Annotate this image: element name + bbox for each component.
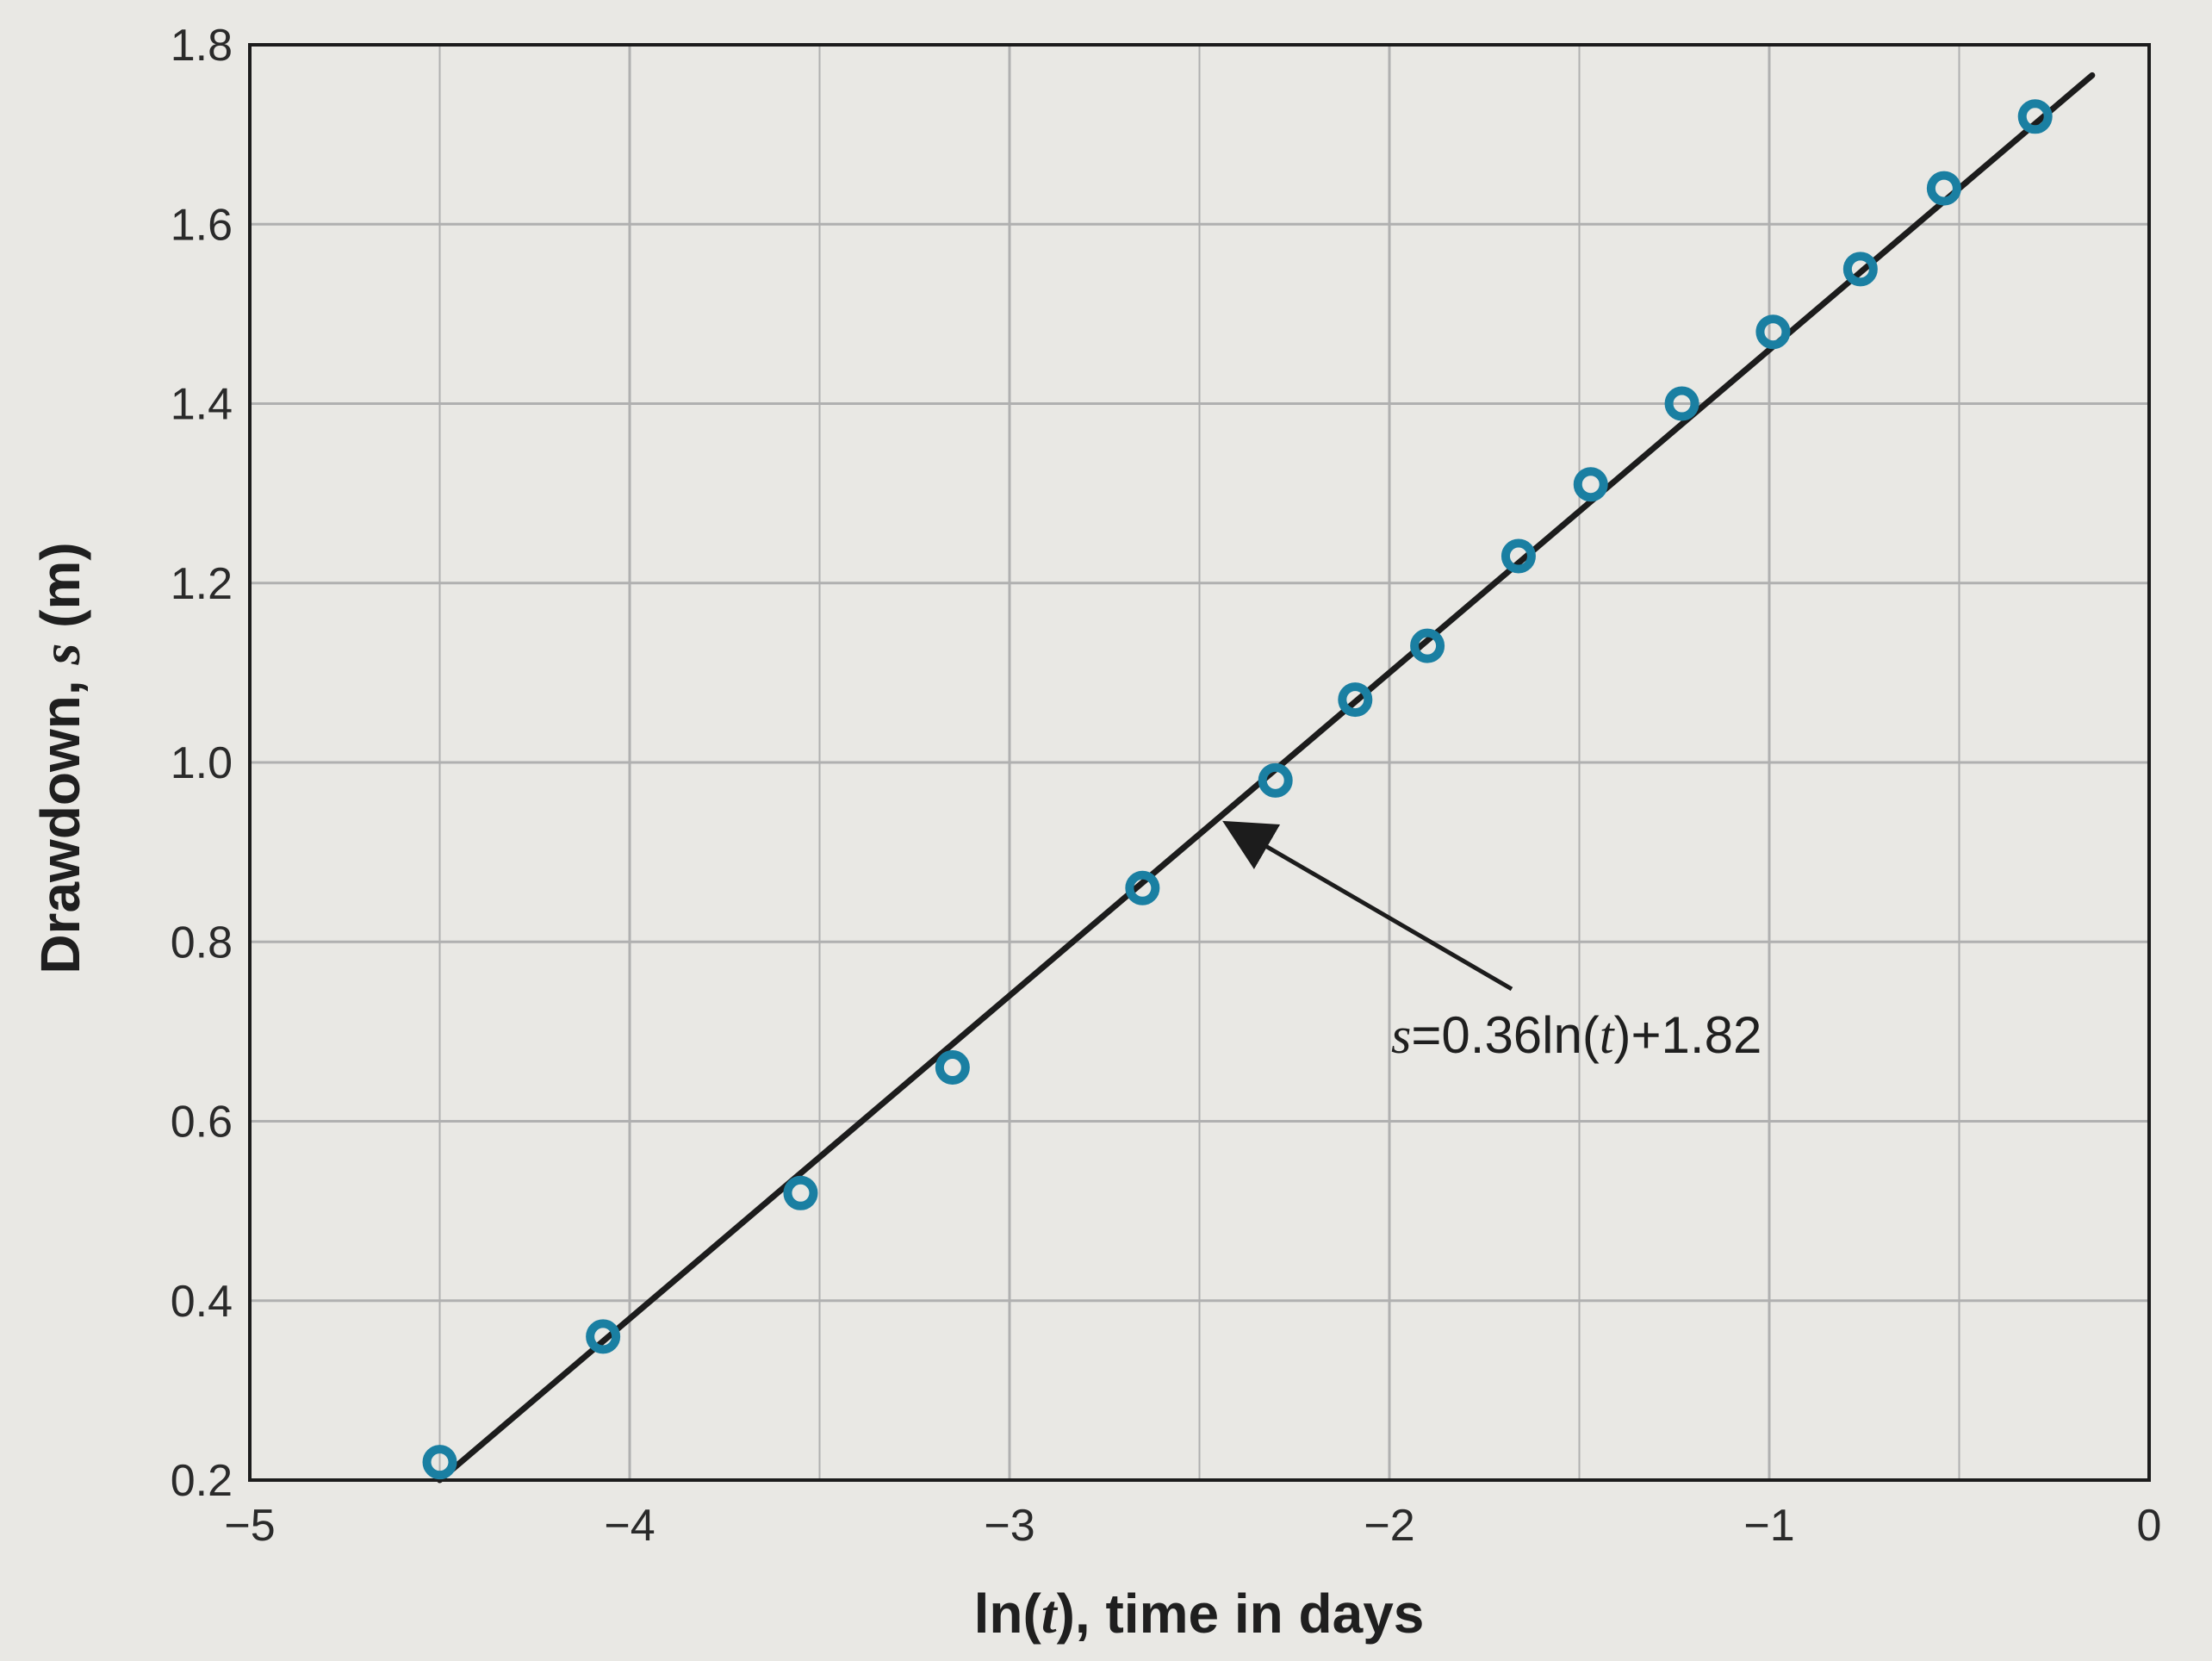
data-point <box>1501 538 1536 574</box>
y-tick-label: 1.4 <box>171 380 233 430</box>
x-tick-labels: −5 −4 −3 −2 −1 0 <box>224 1501 2161 1551</box>
y-tick-label: 1.6 <box>171 200 233 250</box>
data-point <box>2017 99 2053 134</box>
plot-frame <box>248 43 2151 1482</box>
data-point <box>935 1050 970 1086</box>
data-point <box>422 1445 457 1480</box>
y-tick-labels: 0.2 0.4 0.6 0.8 1.0 1.2 1.4 1.6 1.8 <box>171 21 233 1506</box>
data-point <box>1926 171 1961 206</box>
x-tick-label: −1 <box>1743 1501 1794 1551</box>
data-points <box>422 99 2053 1480</box>
y-tick-label: 1.2 <box>171 559 233 609</box>
y-tick-label: 0.6 <box>171 1098 233 1148</box>
data-point <box>1664 386 1699 421</box>
data-point <box>783 1175 818 1210</box>
data-point <box>1125 870 1160 905</box>
data-point <box>1338 682 1373 718</box>
x-axis-title: ln(t), time in days <box>974 1583 1425 1645</box>
data-point <box>1755 314 1791 350</box>
y-tick-label: 1.8 <box>171 21 233 71</box>
data-point <box>586 1319 621 1354</box>
y-tick-label: 0.2 <box>171 1456 233 1506</box>
data-point <box>1842 252 1878 287</box>
data-point <box>1573 467 1608 502</box>
y-tick-label: 0.8 <box>171 918 233 967</box>
y-tick-label: 0.4 <box>171 1277 233 1327</box>
data-point <box>1258 762 1293 798</box>
fit-equation-label: s=0.36ln(t)+1.82 <box>1391 1006 1762 1064</box>
y-axis-title: Drawdown, s (m) <box>29 542 91 974</box>
y-tick-label: 1.0 <box>171 738 233 788</box>
data-point <box>1410 628 1445 663</box>
x-tick-label: −3 <box>984 1501 1035 1551</box>
x-tick-label: −4 <box>604 1501 655 1551</box>
x-tick-label: −2 <box>1364 1501 1414 1551</box>
x-tick-label: −5 <box>224 1501 275 1551</box>
annotation-arrow <box>1222 820 1513 992</box>
x-tick-label: 0 <box>2137 1501 2162 1551</box>
